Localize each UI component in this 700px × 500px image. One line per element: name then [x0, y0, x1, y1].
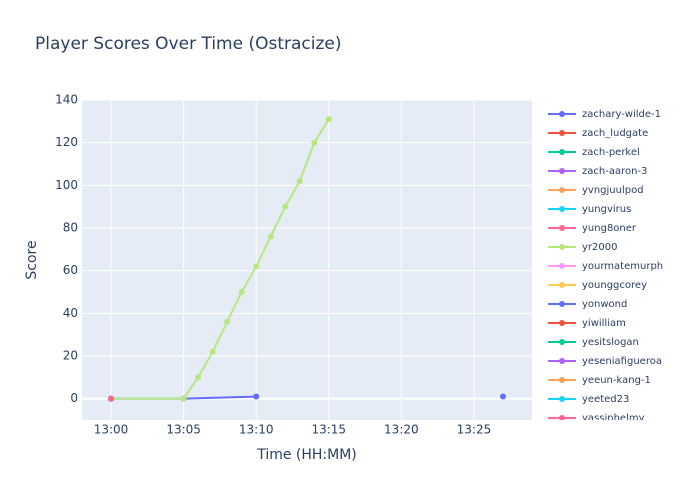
y-tick-label: 140 [55, 93, 78, 107]
legend-label: zach_ludgate [582, 128, 648, 139]
data-point [282, 203, 289, 210]
legend-marker [559, 263, 565, 269]
y-axis-title: Score [24, 240, 40, 279]
data-point [311, 139, 318, 146]
data-point [224, 318, 231, 325]
legend-label: yassinhelmy [582, 413, 645, 424]
legend-label: yesitslogan [582, 337, 639, 348]
legend-label: yeeun-kang-1 [582, 375, 651, 386]
legend-marker [559, 358, 565, 364]
data-point [325, 116, 332, 123]
y-tick-label: 100 [55, 178, 78, 192]
x-tick-label: 13:10 [239, 423, 274, 437]
x-tick-label: 13:15 [311, 423, 346, 437]
data-point [209, 348, 216, 355]
y-tick-label: 40 [63, 306, 78, 320]
data-point [253, 393, 260, 400]
legend-marker [559, 339, 565, 345]
legend-label: zach-perkel [582, 147, 640, 158]
y-tick-label: 60 [63, 263, 78, 277]
legend-label: younggcorey [582, 280, 647, 291]
data-point [499, 393, 506, 400]
legend-marker [559, 415, 565, 420]
legend-marker [559, 225, 565, 231]
data-point [180, 395, 187, 402]
legend-marker [559, 130, 565, 136]
legend-marker [559, 168, 565, 174]
legend-marker [559, 111, 565, 117]
plot-area [82, 100, 532, 420]
data-point [296, 178, 303, 185]
legend-marker [559, 244, 565, 250]
legend-marker [559, 187, 565, 193]
data-point [238, 289, 245, 295]
legend-marker [559, 301, 565, 307]
legend-label: yung8oner [582, 223, 637, 234]
legend-label: yvngjuulpod [582, 185, 644, 196]
legend-marker [559, 206, 565, 212]
chart-title: Player Scores Over Time (Ostracize) [35, 34, 342, 54]
y-tick-label: 20 [63, 349, 78, 363]
legend-label: yungvirus [582, 204, 631, 215]
data-point [108, 395, 115, 402]
x-tick-label: 13:00 [94, 423, 129, 437]
legend-label: zach-aaron-3 [582, 166, 647, 177]
x-axis-title: Time (HH:MM) [256, 447, 357, 463]
series-line [111, 118, 330, 400]
x-tick-label: 13:25 [457, 423, 492, 437]
legend-label: yiwilliam [582, 318, 626, 329]
legend-label: zachary-wilde-1 [582, 109, 661, 120]
data-point [267, 233, 274, 240]
legend-label: yonwond [582, 299, 627, 310]
y-tick-label: 80 [63, 221, 78, 235]
data-point [195, 374, 202, 381]
x-tick-label: 13:05 [166, 423, 201, 437]
legend-label: yourmatemurph [582, 261, 663, 272]
x-tick-label: 13:20 [384, 423, 419, 437]
legend-marker [559, 320, 565, 326]
legend-label: yeseniafigueroa [582, 356, 662, 367]
legend-marker [559, 282, 565, 288]
data-point [253, 263, 260, 270]
y-tick-label: 0 [70, 391, 78, 405]
legend-marker [559, 149, 565, 155]
legend-marker [559, 396, 565, 402]
legend-label: yr2000 [582, 242, 617, 253]
legend-label: yeeted23 [582, 394, 629, 405]
legend-marker [559, 377, 565, 383]
y-tick-label: 120 [55, 135, 78, 149]
